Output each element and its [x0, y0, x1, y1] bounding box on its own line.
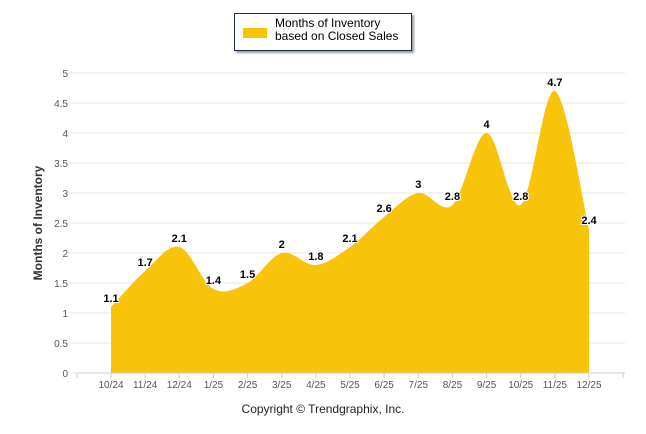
- y-tick-label: 1: [62, 309, 68, 320]
- y-tick-label: 2.5: [54, 219, 68, 230]
- data-label: 4.7: [547, 77, 562, 89]
- x-tick-label: 11/24: [133, 380, 158, 391]
- y-tick-label: 5: [62, 69, 68, 80]
- x-tick-label: 3/25: [272, 380, 292, 391]
- data-label: 2.8: [513, 191, 528, 203]
- data-label: 2.1: [172, 233, 187, 245]
- data-label: 2.1: [342, 233, 357, 245]
- x-tick-label: 11/25: [543, 380, 568, 391]
- x-tick-label: 6/25: [374, 380, 394, 391]
- data-label: 4: [484, 119, 491, 131]
- x-tick-label: 5/25: [340, 380, 360, 391]
- y-tick-label: 3.5: [54, 159, 68, 170]
- data-label: 2.6: [376, 203, 391, 215]
- x-tick-label: 9/25: [477, 380, 497, 391]
- y-tick-label: 1.5: [54, 279, 68, 290]
- x-tick-label: 2/25: [238, 380, 258, 391]
- x-tick-label: 12/25: [576, 380, 601, 391]
- data-label: 3: [415, 179, 421, 191]
- data-label: 1.5: [240, 269, 255, 281]
- x-tick-label: 8/25: [443, 380, 463, 391]
- x-tick-label: 1/25: [204, 380, 224, 391]
- y-tick-label: 4.5: [54, 99, 68, 110]
- y-tick-label: 0: [62, 369, 68, 380]
- data-label: 2: [279, 239, 285, 251]
- x-tick-label: 12/24: [167, 380, 192, 391]
- legend[interactable]: Months of Inventory based on Closed Sale…: [234, 13, 412, 51]
- y-tick-label: 0.5: [54, 339, 68, 350]
- x-tick-label: 7/25: [409, 380, 429, 391]
- data-label: 2.8: [445, 191, 460, 203]
- data-label: 1.4: [206, 275, 222, 287]
- legend-swatch: [243, 28, 267, 38]
- y-tick-label: 4: [62, 129, 68, 140]
- data-label: 1.1: [103, 293, 118, 305]
- y-axis-title: Months of Inventory: [31, 165, 45, 280]
- data-label: 1.8: [308, 251, 323, 263]
- copyright: Copyright © Trendgraphix, Inc.: [241, 402, 405, 416]
- area-series: [111, 90, 589, 373]
- data-label: 2.4: [581, 215, 597, 227]
- legend-label: Months of Inventory based on Closed Sale…: [275, 16, 399, 43]
- y-tick-label: 2: [62, 249, 68, 260]
- y-tick-label: 3: [62, 189, 68, 200]
- x-tick-label: 4/25: [306, 380, 326, 391]
- x-tick-label: 10/25: [508, 380, 533, 391]
- data-label: 1.7: [137, 257, 152, 269]
- x-tick-label: 10/24: [98, 380, 123, 391]
